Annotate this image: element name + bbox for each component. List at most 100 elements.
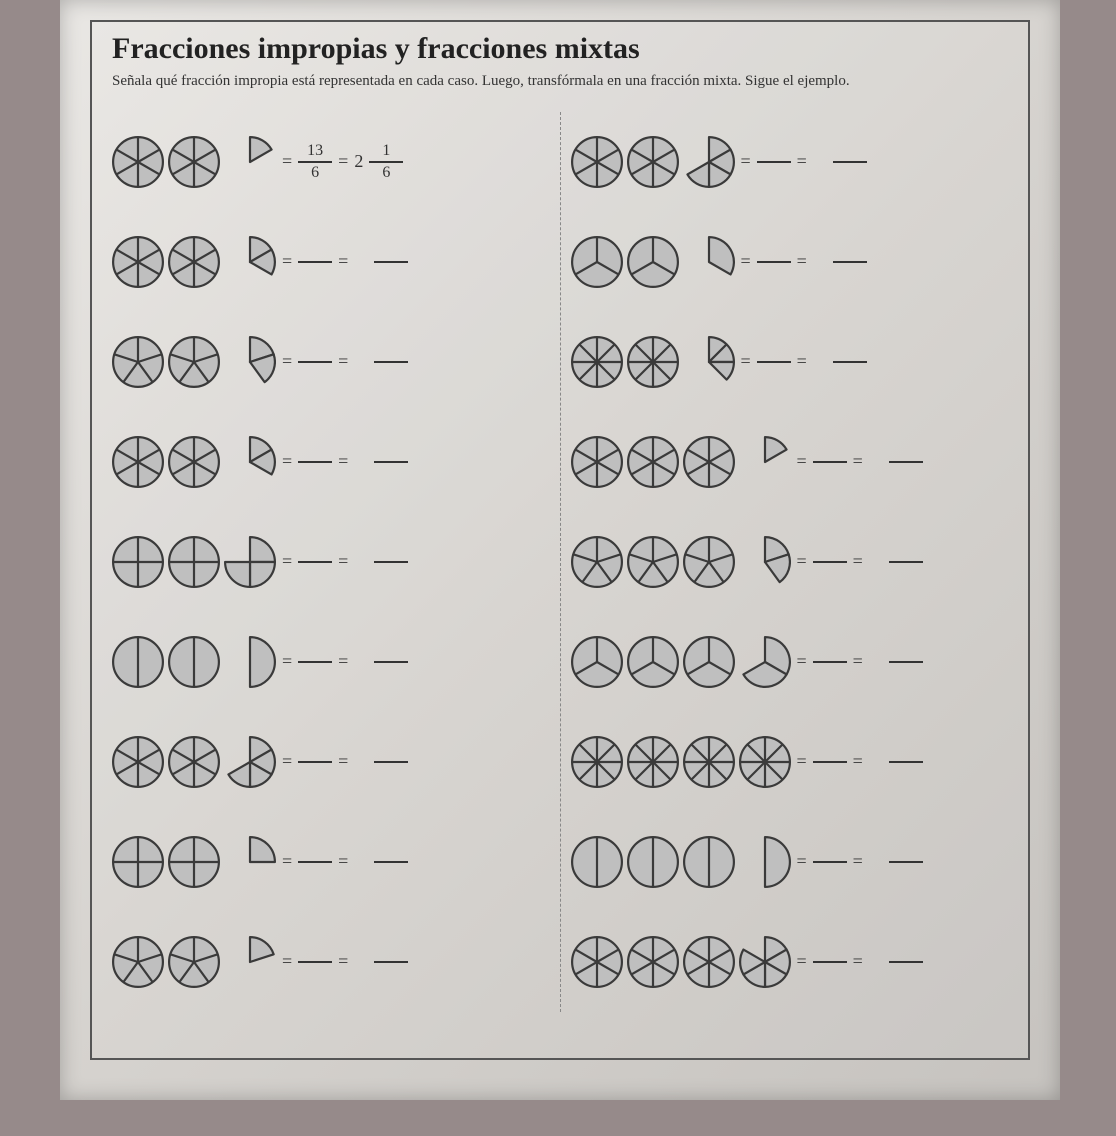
mixed-number-blank	[354, 451, 408, 472]
equals-sign: =	[338, 751, 348, 772]
pie-icon	[224, 636, 276, 688]
pie-icon	[168, 536, 220, 588]
pie-icon	[683, 436, 735, 488]
pie-icon	[112, 536, 164, 588]
exercise-row: ==	[112, 917, 550, 1007]
equals-sign: =	[797, 751, 807, 772]
pie-icon	[168, 836, 220, 888]
fraction-denominator: 6	[304, 164, 326, 182]
answer-area: ==	[282, 851, 550, 872]
equals-sign: =	[338, 851, 348, 872]
equals-sign: =	[282, 751, 292, 772]
answer-area: ==	[797, 651, 1009, 672]
mixed-number-blank	[813, 151, 867, 172]
answer-area: ==	[282, 451, 550, 472]
mixed-whole-blank	[869, 651, 883, 672]
blank-fraction	[374, 461, 408, 463]
pie-icon	[739, 736, 791, 788]
equals-sign: =	[282, 351, 292, 372]
blank-fraction	[833, 161, 867, 163]
equals-sign: =	[338, 151, 348, 172]
pie-icon	[168, 936, 220, 988]
pie-icon	[112, 136, 164, 188]
pie-icon	[683, 136, 735, 188]
worksheet-frame: Fracciones impropias y fracciones mixtas…	[90, 20, 1030, 1060]
mixed-number-blank	[354, 951, 408, 972]
fraction-denominator: 6	[375, 164, 397, 182]
pie-icon	[224, 736, 276, 788]
pie-icon	[112, 736, 164, 788]
pie-icon	[627, 336, 679, 388]
answer-area: ==	[797, 551, 1009, 572]
fraction: 136	[298, 142, 332, 182]
exercise-row: ==	[112, 517, 550, 607]
fraction-shapes	[571, 436, 791, 488]
exercise-row: =136=216	[112, 117, 550, 207]
pie-icon	[112, 336, 164, 388]
mixed-whole-blank	[813, 351, 827, 372]
pie-icon	[224, 536, 276, 588]
equals-sign: =	[853, 451, 863, 472]
blank-fraction	[374, 761, 408, 763]
mixed-whole-blank	[869, 951, 883, 972]
blank-fraction	[374, 661, 408, 663]
blank-fraction	[889, 861, 923, 863]
blank-fraction	[374, 361, 408, 363]
pie-icon	[571, 836, 623, 888]
pie-icon	[168, 636, 220, 688]
equals-sign: =	[797, 151, 807, 172]
mixed-whole-blank	[869, 551, 883, 572]
pie-icon	[683, 636, 735, 688]
pie-icon	[627, 136, 679, 188]
fraction-shapes	[112, 236, 276, 288]
mixed-whole-blank	[869, 851, 883, 872]
pie-icon	[112, 836, 164, 888]
answer-area: ==	[797, 851, 1009, 872]
pie-icon	[571, 336, 623, 388]
pie-icon	[627, 836, 679, 888]
pie-icon	[571, 536, 623, 588]
pie-icon	[168, 736, 220, 788]
page-title: Fracciones impropias y fracciones mixtas	[112, 32, 1008, 66]
mixed-whole-blank	[813, 151, 827, 172]
exercise-row: ==	[571, 617, 1009, 707]
exercise-row: ==	[571, 117, 1009, 207]
equals-sign: =	[797, 951, 807, 972]
pie-icon	[739, 636, 791, 688]
answer-area: =136=216	[282, 142, 550, 182]
exercise-row: ==	[571, 317, 1009, 407]
worksheet-page: Fracciones impropias y fracciones mixtas…	[60, 0, 1060, 1100]
fraction-shapes	[112, 936, 276, 988]
mixed-number-blank	[354, 251, 408, 272]
mixed-number-blank	[813, 251, 867, 272]
pie-icon	[683, 336, 735, 388]
mixed-whole-blank	[869, 451, 883, 472]
mixed-number-blank	[869, 851, 923, 872]
equals-sign: =	[797, 651, 807, 672]
equals-sign: =	[853, 751, 863, 772]
answer-area: ==	[741, 251, 1009, 272]
pie-icon	[571, 936, 623, 988]
pie-icon	[627, 936, 679, 988]
equals-sign: =	[338, 251, 348, 272]
mixed-whole-blank	[354, 651, 368, 672]
equals-sign: =	[741, 351, 751, 372]
equals-sign: =	[338, 351, 348, 372]
equals-sign: =	[797, 251, 807, 272]
equals-sign: =	[797, 451, 807, 472]
fraction-shapes	[571, 136, 735, 188]
fraction-shapes	[571, 336, 735, 388]
equals-sign: =	[338, 451, 348, 472]
equals-sign: =	[797, 551, 807, 572]
pie-icon	[683, 536, 735, 588]
pie-icon	[683, 736, 735, 788]
pie-icon	[224, 936, 276, 988]
mixed-whole-blank	[354, 351, 368, 372]
equals-sign: =	[853, 851, 863, 872]
pie-icon	[168, 136, 220, 188]
mixed-number-blank	[354, 551, 408, 572]
exercise-row: ==	[112, 717, 550, 807]
pie-icon	[571, 736, 623, 788]
mixed-number-blank	[813, 351, 867, 372]
blank-fraction	[298, 361, 332, 363]
